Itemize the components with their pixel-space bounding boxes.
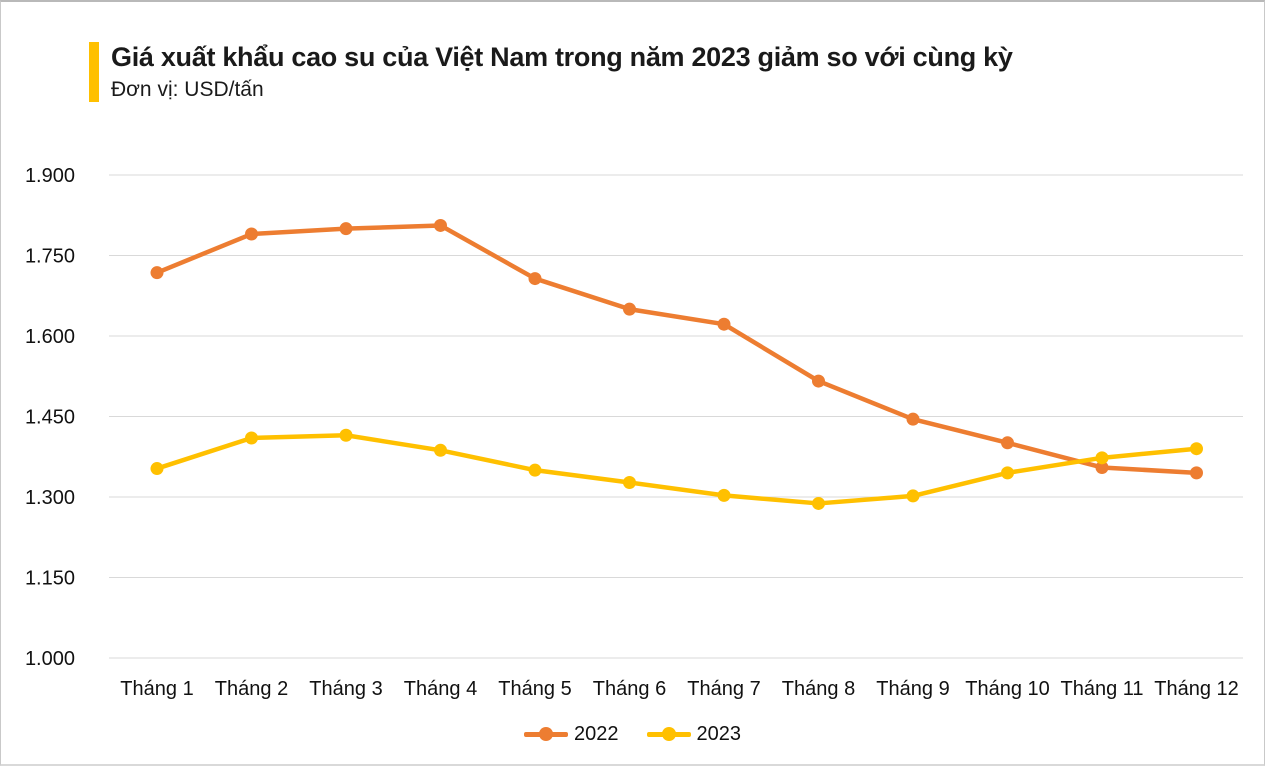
data-point-2022-tháng-10: [1001, 436, 1014, 450]
legend-item-2023: 2023: [646, 723, 742, 745]
x-axis-tick-label: Tháng 6: [593, 678, 666, 700]
x-axis-tick-label: Tháng 2: [215, 678, 288, 700]
legend-line-marker-icon: [524, 727, 568, 741]
data-point-2023-tháng-9: [906, 489, 920, 503]
x-axis-tick-label: Tháng 11: [1060, 678, 1143, 700]
title-block: Giá xuất khẩu cao su của Việt Nam trong …: [111, 42, 1013, 102]
data-point-2022-tháng-11: [1095, 460, 1109, 474]
chart-legend: 2022 2023: [1, 718, 1264, 750]
data-point-2022-tháng-1: [150, 266, 164, 280]
x-axis-tick-label: Tháng 12: [1154, 678, 1239, 700]
x-axis-tick-label: Tháng 7: [687, 678, 760, 700]
x-axis-tick-label: Tháng 1: [120, 678, 193, 700]
y-axis-tick-label: 1.900: [25, 165, 75, 187]
chart-subtitle: Đơn vị: USD/tấn: [111, 77, 264, 101]
legend-item-2022: 2022: [524, 724, 619, 744]
chart-header: Giá xuất khẩu cao su của Việt Nam trong …: [89, 42, 1013, 102]
data-point-2023-tháng-2: [245, 431, 258, 445]
data-point-2023-tháng-8: [812, 496, 825, 510]
x-axis-tick-label: Tháng 3: [309, 678, 382, 700]
y-axis-tick-label: 1.600: [25, 326, 75, 348]
data-point-2022-tháng-5: [528, 272, 542, 286]
legend-dot-icon: [539, 727, 553, 741]
x-axis-tick-label: Tháng 10: [965, 678, 1050, 700]
legend-line-marker-icon: [646, 727, 691, 741]
series-line-2022: [154, 223, 1199, 476]
data-point-2022-tháng-12: [1190, 466, 1203, 480]
legend-label: 2023: [696, 723, 742, 745]
y-axis-tick-label: 1.450: [25, 407, 75, 429]
data-point-2023-tháng-10: [1001, 466, 1014, 480]
data-point-2022-tháng-6: [623, 302, 636, 316]
x-axis-tick-label: Tháng 4: [404, 678, 477, 700]
x-axis-tick-label: Tháng 5: [498, 678, 571, 700]
data-point-2022-tháng-7: [717, 317, 731, 331]
data-point-2022-tháng-2: [245, 227, 258, 241]
chart-title: Giá xuất khẩu cao su của Việt Nam trong …: [111, 42, 1013, 72]
data-point-2023-tháng-3: [339, 428, 353, 442]
title-accent-bar: [89, 42, 99, 102]
legend-dot-icon: [661, 727, 676, 741]
data-point-2023-tháng-11: [1095, 451, 1109, 465]
x-axis-tick-label: Tháng 9: [876, 678, 949, 700]
data-point-2023-tháng-5: [528, 463, 542, 477]
data-point-2022-tháng-8: [812, 374, 825, 388]
data-point-2022-tháng-3: [339, 222, 353, 236]
data-point-2023-tháng-1: [150, 462, 164, 476]
data-point-2023-tháng-7: [717, 488, 731, 502]
data-point-2023-tháng-4: [434, 443, 447, 457]
legend-label: 2022: [574, 723, 619, 745]
data-point-2022-tháng-4: [434, 218, 447, 232]
series-line-2023: [154, 433, 1199, 506]
data-point-2023-tháng-6: [623, 476, 636, 490]
y-axis-tick-label: 1.750: [25, 246, 75, 268]
y-axis-tick-label: 1.000: [25, 648, 75, 670]
y-axis-tick-label: 1.150: [25, 568, 75, 590]
data-point-2022-tháng-9: [906, 412, 920, 426]
x-axis-tick-label: Tháng 8: [782, 678, 855, 700]
data-point-2023-tháng-12: [1190, 442, 1203, 456]
y-axis-tick-label: 1.300: [25, 487, 75, 509]
